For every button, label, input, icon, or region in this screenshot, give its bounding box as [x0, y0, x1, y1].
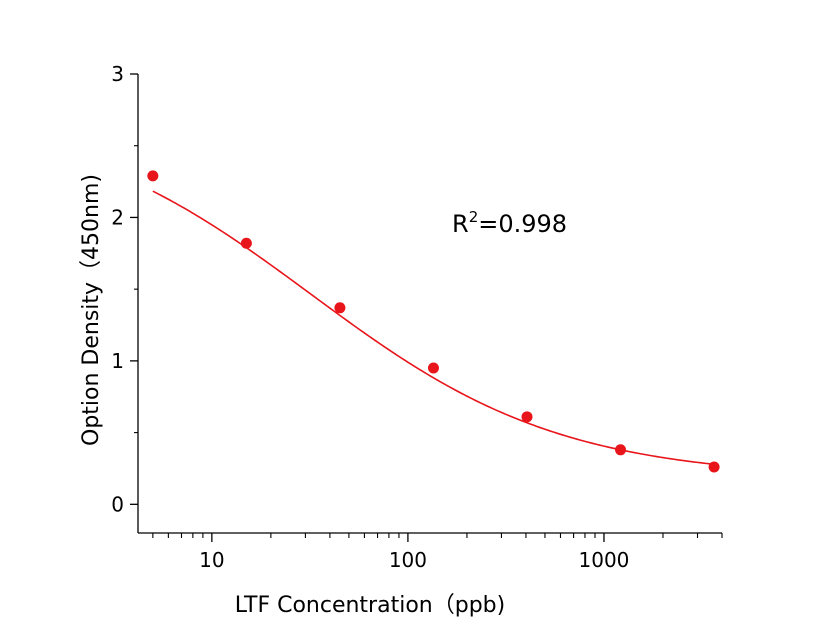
data-point — [334, 302, 346, 314]
x-tick-label: 1000 — [579, 548, 630, 572]
y-tick-label: 0 — [111, 492, 124, 516]
x-tick-label: 10 — [199, 548, 224, 572]
x-tick-label: 100 — [389, 548, 427, 572]
r-squared-superscript: 2 — [469, 208, 479, 226]
plot-area: 0 1 2 3 10 100 1000 — [111, 62, 723, 572]
data-point — [708, 461, 720, 473]
data-point — [615, 444, 627, 456]
x-axis-title: LTF Concentration（ppb) — [235, 593, 505, 618]
data-point — [147, 170, 159, 182]
data-point — [240, 237, 252, 249]
data-point — [427, 362, 439, 374]
y-axis-title: Option Density（450nm) — [79, 174, 104, 446]
y-tick-label: 2 — [111, 205, 124, 229]
r-squared-base: R — [452, 210, 469, 238]
y-tick-label: 3 — [111, 62, 124, 86]
fit-curve — [152, 190, 715, 466]
y-tick-label: 1 — [111, 349, 124, 373]
data-point — [521, 411, 533, 423]
r-squared-annotation: R2=0.998 — [452, 208, 567, 238]
r-squared-value: =0.998 — [478, 210, 567, 238]
